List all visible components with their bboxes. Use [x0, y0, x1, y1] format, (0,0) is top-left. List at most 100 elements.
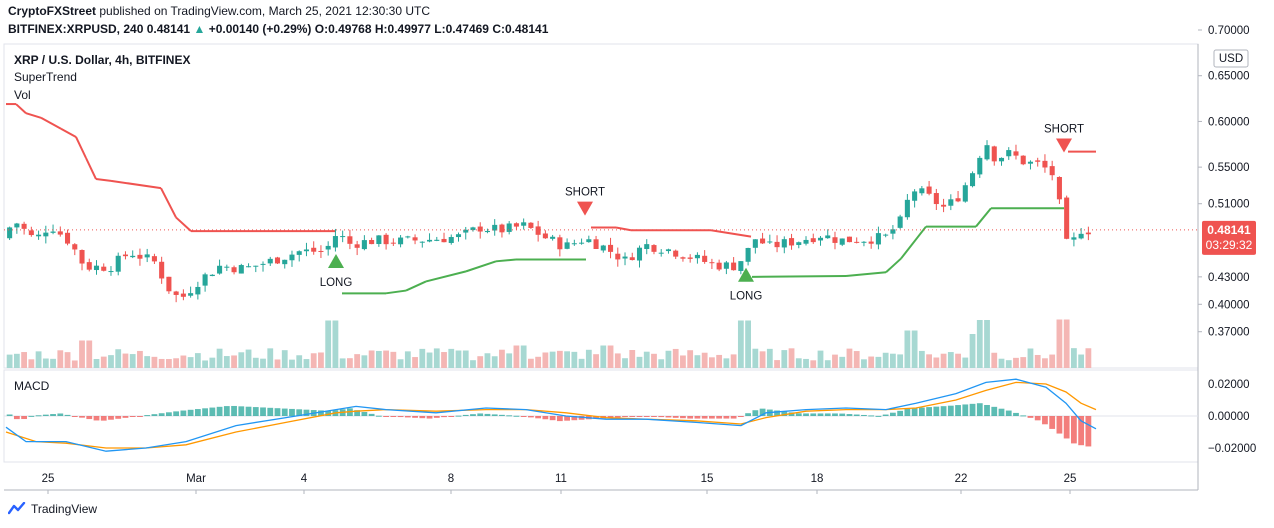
long-arrow-icon — [328, 254, 344, 268]
volume-bar — [238, 352, 245, 368]
macd-hist-bar — [513, 415, 520, 417]
candle-body — [890, 229, 896, 234]
candle-body — [832, 237, 838, 243]
volume-bar — [35, 351, 42, 368]
macd-hist-bar — [622, 416, 628, 417]
macd-hist-bar — [520, 416, 527, 417]
tradingview-brand[interactable]: TradingView — [7, 501, 97, 516]
volume-bar — [549, 351, 556, 368]
macd-hist-bar — [904, 408, 911, 416]
candle-body — [318, 250, 324, 252]
volume-bar — [528, 358, 534, 368]
candle-body — [419, 241, 425, 243]
macd-hist-bar — [318, 410, 324, 416]
candle-body — [622, 256, 628, 259]
volume-bar — [643, 351, 650, 368]
volume-bar — [289, 359, 295, 368]
candle-body — [600, 245, 606, 251]
published-text: published on TradingView.com, March 25, … — [99, 4, 431, 18]
supertrend-segment — [845, 271, 887, 277]
candle-body — [101, 266, 107, 271]
macd-hist-bar — [151, 414, 158, 416]
volume-bar — [223, 356, 230, 368]
candle-body — [897, 216, 903, 228]
short-arrow-icon — [577, 201, 593, 216]
legend-vol[interactable]: Vol — [14, 88, 31, 102]
volume-bar — [412, 357, 418, 368]
candle-body — [629, 257, 635, 261]
macd-hist-bar — [419, 416, 426, 419]
volume-bar — [651, 353, 657, 368]
macd-hist-bar — [477, 413, 484, 416]
supertrend-segment — [175, 216, 192, 232]
macd-hist-bar — [535, 416, 542, 419]
volume-bar — [846, 348, 853, 368]
macd-hist-bar — [1034, 416, 1041, 421]
volume-bar — [260, 358, 266, 368]
macd-hist-bar — [781, 411, 788, 416]
candle-body — [296, 251, 302, 255]
candle-body — [673, 250, 679, 257]
macd-hist-bar — [832, 413, 838, 416]
candle-body — [709, 262, 715, 264]
volume-bar — [766, 348, 773, 368]
volume-bar — [701, 352, 708, 368]
publish-line: CryptoFXStreet published on TradingView.… — [8, 4, 430, 18]
candle-body — [79, 250, 85, 264]
volume-bar — [774, 360, 780, 368]
macd-hist-bar — [556, 416, 563, 422]
candle-body — [137, 254, 143, 259]
price-tick-label: 0.60000 — [1208, 116, 1250, 128]
candle-body — [159, 261, 165, 279]
macd-hist-bar — [252, 407, 259, 416]
volume-bar — [390, 351, 397, 368]
volume-bar — [332, 320, 339, 368]
long-signal-label: LONG — [320, 277, 353, 289]
volume-bar — [484, 353, 491, 368]
candle-body — [789, 238, 795, 246]
macd-hist-bar — [260, 407, 266, 416]
macd-hist-bar — [122, 416, 129, 418]
macd-hist-bar — [115, 416, 122, 419]
supertrend-segment — [751, 274, 847, 278]
volume-bar — [64, 352, 71, 368]
macd-hist-bar — [245, 406, 252, 416]
short-signal-label: SHORT — [565, 187, 605, 199]
volume-bar — [441, 352, 447, 368]
candle-body — [883, 234, 889, 236]
macd-hist-bar — [506, 415, 513, 417]
macd-hist-bar — [861, 414, 867, 416]
macd-hist-bar — [281, 408, 288, 416]
low-value: 0.47469 — [445, 22, 489, 36]
macd-hist-bar — [209, 407, 216, 416]
candle-body — [991, 146, 997, 162]
low-label: L: — [434, 22, 446, 36]
legend-macd[interactable]: MACD — [14, 379, 50, 393]
supertrend-segment — [885, 257, 902, 274]
candle-body — [1020, 155, 1026, 165]
publisher-name: CryptoFXStreet — [8, 4, 97, 18]
legend-supertrend[interactable]: SuperTrend — [14, 70, 77, 84]
time-tick-label: 22 — [955, 473, 968, 485]
volume-bar — [709, 357, 715, 368]
supertrend-signals: LONG SHORT LONG SHORT — [320, 124, 1084, 303]
volume-bar — [940, 353, 947, 368]
candle-body — [636, 247, 643, 261]
candle-body — [108, 271, 114, 273]
candle-body — [14, 223, 20, 228]
macd-hist-bar — [1027, 416, 1034, 418]
candle-body — [868, 241, 874, 244]
candle-body — [586, 239, 592, 243]
macd-tick-label: 0.00000 — [1208, 411, 1250, 423]
candle-body — [412, 237, 418, 241]
candle-body — [1027, 161, 1033, 164]
candle-body — [303, 249, 309, 252]
candle-body — [694, 254, 700, 259]
macd-hist-bar — [35, 415, 42, 417]
axes: 0.70000 0.65000 0.60000 0.55000 0.51000 0.430… — [42, 25, 1256, 494]
legend-title[interactable]: XRP / U.S. Dollar, 4h, BITFINEX — [14, 53, 191, 67]
volume-bar — [680, 355, 686, 368]
macd-hist-bar — [737, 416, 744, 417]
change-up-icon: ▲ — [193, 22, 206, 36]
